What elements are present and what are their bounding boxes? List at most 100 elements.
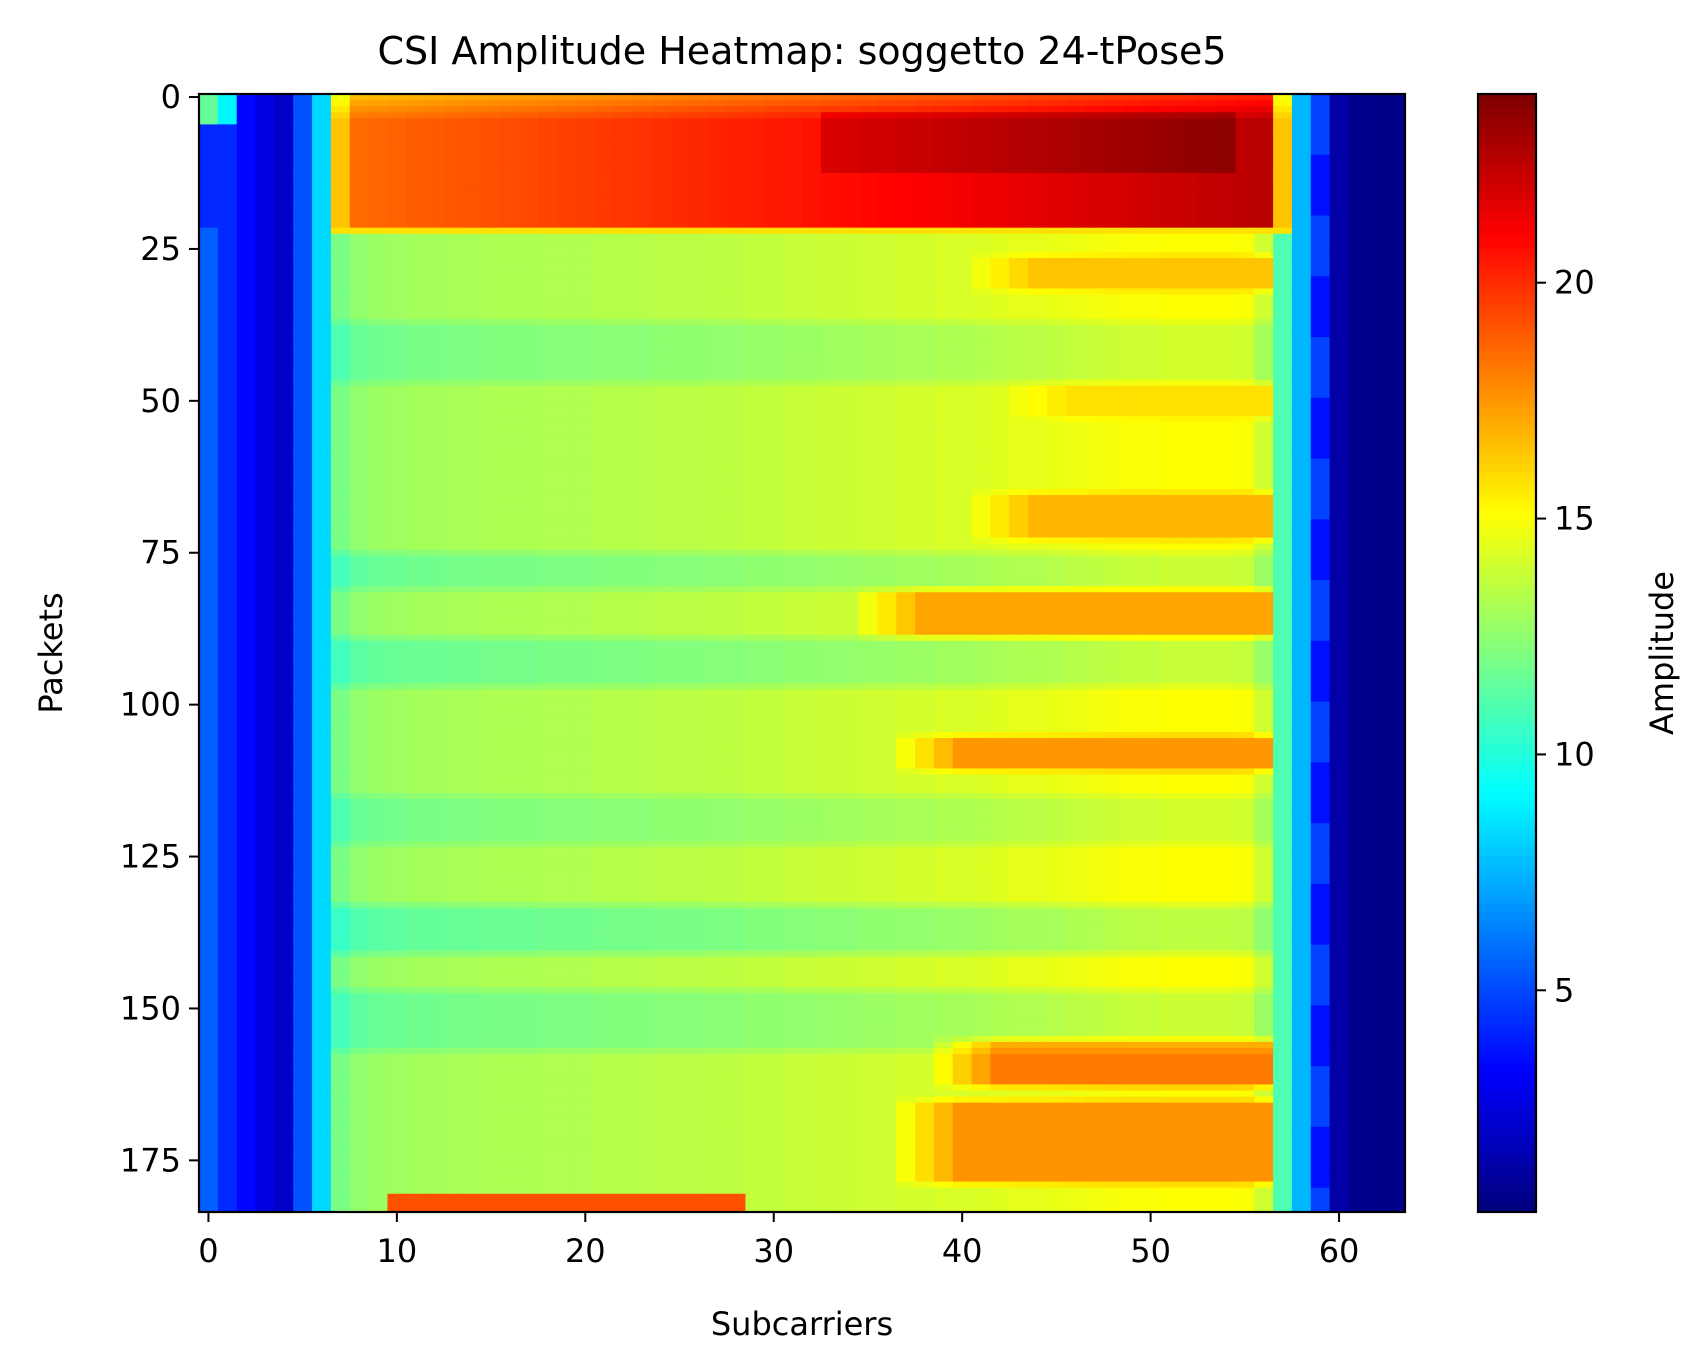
heatmap-cell	[764, 550, 783, 557]
heatmap-cell	[557, 483, 576, 490]
heatmap-cell	[1047, 380, 1066, 387]
heatmap-cell	[972, 185, 991, 192]
heatmap-cell	[1330, 137, 1349, 144]
heatmap-cell	[463, 544, 482, 551]
heatmap-cell	[1198, 495, 1217, 502]
heatmap-cell	[1348, 295, 1367, 302]
heatmap-cell	[1009, 367, 1028, 374]
heatmap-cell	[1104, 216, 1123, 223]
heatmap-cell	[557, 112, 576, 119]
heatmap-cell	[576, 130, 595, 137]
heatmap-cell	[1367, 149, 1386, 156]
heatmap-cell	[1066, 191, 1085, 198]
heatmap-cell	[1104, 404, 1123, 411]
heatmap-cell	[576, 258, 595, 265]
heatmap-cell	[990, 434, 1009, 441]
heatmap-cell	[896, 428, 915, 435]
heatmap-cell	[199, 410, 218, 417]
heatmap-cell	[1217, 489, 1236, 496]
heatmap-cell	[576, 519, 595, 526]
heatmap-cell	[708, 197, 727, 204]
heatmap-cell	[1085, 337, 1104, 344]
heatmap-cell	[331, 282, 350, 289]
heatmap-cell	[651, 471, 670, 478]
heatmap-cell	[218, 428, 237, 435]
heatmap-cell	[1348, 337, 1367, 344]
heatmap-cell	[1311, 112, 1330, 119]
heatmap-cell	[972, 106, 991, 113]
heatmap-cell	[1292, 130, 1311, 137]
heatmap-cell	[1179, 404, 1198, 411]
heatmap-cell	[1292, 495, 1311, 502]
heatmap-cell	[387, 325, 406, 332]
heatmap-cell	[1085, 106, 1104, 113]
heatmap-cell	[1179, 446, 1198, 453]
heatmap-cell	[670, 331, 689, 338]
heatmap-cell	[915, 337, 934, 344]
heatmap-cell	[632, 355, 651, 362]
heatmap-cell	[1047, 325, 1066, 332]
heatmap-cell	[444, 288, 463, 295]
heatmap-cell	[501, 282, 520, 289]
heatmap-cell	[1348, 343, 1367, 350]
heatmap-cell	[444, 209, 463, 216]
heatmap-cell	[463, 240, 482, 247]
heatmap-cell	[859, 240, 878, 247]
heatmap-cell	[218, 367, 237, 374]
heatmap-cell	[1122, 544, 1141, 551]
heatmap-cell	[1085, 167, 1104, 174]
heatmap-cell	[670, 392, 689, 399]
heatmap-cell	[1273, 161, 1292, 168]
heatmap-cell	[1009, 483, 1028, 490]
heatmap-cell	[199, 398, 218, 405]
heatmap-cell	[1311, 525, 1330, 532]
heatmap-cell	[802, 538, 821, 545]
heatmap-cell	[1160, 422, 1179, 429]
heatmap-cell	[519, 343, 538, 350]
heatmap-cell	[670, 343, 689, 350]
heatmap-cell	[331, 325, 350, 332]
heatmap-cell	[1330, 325, 1349, 332]
heatmap-cell	[501, 118, 520, 125]
heatmap-cell	[595, 325, 614, 332]
heatmap-cell	[764, 434, 783, 441]
heatmap-cell	[369, 374, 388, 381]
heatmap-cell	[745, 246, 764, 253]
heatmap-cell	[783, 100, 802, 107]
heatmap-cell	[463, 228, 482, 235]
heatmap-cell	[557, 137, 576, 144]
heatmap-cell	[953, 562, 972, 569]
heatmap-cell	[293, 361, 312, 368]
heatmap-cell	[425, 252, 444, 259]
heatmap-cell	[218, 288, 237, 295]
heatmap-cell	[859, 179, 878, 186]
heatmap-cell	[1235, 124, 1254, 131]
heatmap-cell	[482, 130, 501, 137]
heatmap-cell	[237, 331, 256, 338]
heatmap-cell	[1235, 465, 1254, 472]
heatmap-cell	[218, 124, 237, 131]
heatmap-cell	[877, 124, 896, 131]
heatmap-cell	[425, 422, 444, 429]
heatmap-cell	[915, 161, 934, 168]
heatmap-cell	[1235, 483, 1254, 490]
heatmap-cell	[595, 288, 614, 295]
heatmap-cell	[953, 452, 972, 459]
heatmap-cell	[1066, 258, 1085, 265]
heatmap-cell	[1047, 270, 1066, 277]
heatmap-cell	[877, 307, 896, 314]
heatmap-cell	[369, 234, 388, 241]
heatmap-cell	[557, 459, 576, 466]
heatmap-cell	[990, 149, 1009, 156]
heatmap-cell	[614, 538, 633, 545]
heatmap-cell	[1104, 167, 1123, 174]
heatmap-cell	[576, 452, 595, 459]
heatmap-cell	[1254, 167, 1273, 174]
heatmap-cell	[1348, 452, 1367, 459]
heatmap-cell	[896, 118, 915, 125]
heatmap-cell	[1367, 307, 1386, 314]
heatmap-cell	[595, 264, 614, 271]
heatmap-cell	[614, 446, 633, 453]
heatmap-cell	[256, 507, 275, 514]
heatmap-cell	[1085, 440, 1104, 447]
